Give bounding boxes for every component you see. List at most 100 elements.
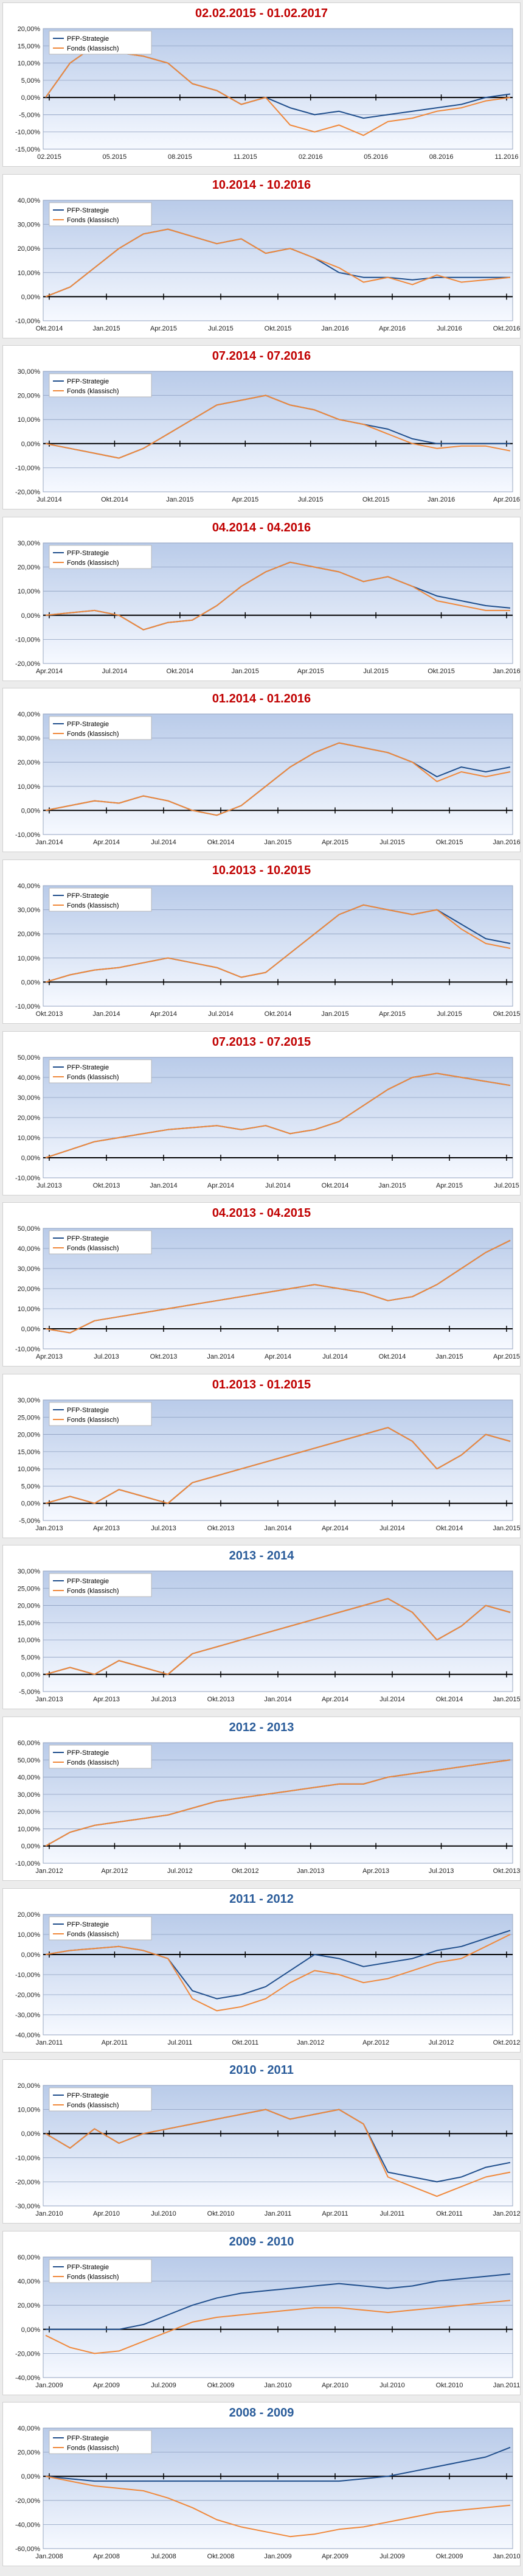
y-tick-label: 20,00%	[18, 1911, 41, 1919]
line-chart: 60,00%40,00%20,00%0,00%-20,00%-40,00%Jan…	[15, 2254, 520, 2389]
legend-label-fund: Fonds (klassisch)	[67, 2445, 119, 2452]
x-tick-label: Jul.2010	[379, 2382, 405, 2389]
legend-box	[49, 1230, 152, 1255]
x-tick-label: Jul.2013	[151, 1696, 176, 1703]
chart-title: 2013 - 2014	[229, 1549, 294, 1563]
x-tick-label: Okt.2013	[93, 1182, 120, 1189]
chart-panel: 04.2014 - 04.2016 30,00% 20,00% 10,00% 0,00%…	[2, 516, 521, 681]
series-line-strategy	[45, 2447, 511, 2482]
y-tick-label: 20,00%	[18, 2302, 41, 2309]
chart-title: 07.2014 - 07.2016	[212, 349, 311, 363]
x-tick-label: Jan.2012	[297, 2039, 324, 2046]
y-tick-label: 60,00%	[18, 2254, 41, 2261]
x-tick-label: Jul.2014	[265, 1182, 291, 1189]
legend-label-strategy: PFP-Strategie	[67, 1407, 109, 1414]
x-tick-label: Okt.2014	[322, 1182, 349, 1189]
x-tick-label: Apr.2016	[379, 325, 406, 332]
y-tick-label: -5,00%	[19, 1517, 40, 1525]
x-tick-label: Apr.2009	[93, 2382, 120, 2389]
x-tick-label: Jan.2016	[428, 496, 455, 503]
y-tick-label: -20,00%	[15, 2350, 40, 2357]
chart-title: 10.2014 - 10.2016	[212, 178, 311, 192]
y-tick-label: 0,00%	[21, 808, 40, 815]
y-tick-label: 20,00%	[18, 1431, 41, 1438]
x-tick-label: Okt.2012	[493, 2039, 520, 2046]
legend-box	[49, 1059, 152, 1083]
chart-panel: 07.2013 - 07.2015 50,00% 40,00% 30,00% 20,00…	[2, 1031, 521, 1195]
legend-label-fund: Fonds (klassisch)	[67, 1931, 119, 1938]
line-chart: 30,00%20,00%10,00%0,00%-10,00%-20,00%Jul…	[15, 368, 520, 503]
y-tick-label: 10,00%	[18, 1466, 41, 1473]
x-tick-label: Apr.2009	[322, 2553, 348, 2560]
chart-panel: 2009 - 2010 60,00% 40,00% 20,00% 0,00% -20,00…	[2, 2230, 521, 2395]
x-tick-label: Okt.2014	[379, 1353, 406, 1360]
x-tick-label: Jul.2015	[363, 668, 389, 675]
legend-box	[49, 887, 152, 912]
x-tick-label: Apr.2013	[36, 1353, 63, 1360]
chart-panel: 10.2013 - 10.2015 40,00% 30,00% 20,00% 10,00…	[2, 859, 521, 1024]
legend-box	[49, 373, 152, 397]
y-tick-label: 20,00%	[18, 1286, 41, 1293]
y-tick-label: 20,00%	[18, 2449, 41, 2457]
x-tick-label: Jan.2012	[493, 2210, 520, 2217]
x-tick-label: Jul.2012	[429, 2039, 454, 2046]
legend-label-fund: Fonds (klassisch)	[67, 2273, 119, 2281]
series-line-fund	[45, 2109, 511, 2197]
x-tick-label: Okt.2013	[493, 1867, 520, 1875]
x-tick-label: Apr.2014	[150, 1010, 177, 1018]
y-tick-label: 50,00%	[18, 1757, 41, 1764]
line-chart: 30,00% 25,00% 20,00% 15,00% 10,00% 5,00% 0,00%…	[18, 1568, 520, 1703]
x-tick-label: Jan.2009	[35, 2382, 63, 2389]
legend-label-strategy: PFP-Strategie	[67, 2092, 109, 2099]
x-tick-label: 08.2015	[168, 153, 192, 161]
chart-panel: 04.2013 - 04.2015 50,00% 40,00% 30,00% 20,00…	[2, 1202, 521, 1367]
chart-panel: 01.2013 - 01.2015 30,00% 25,00% 20,00% 15,00…	[2, 1373, 521, 1538]
x-tick-label: Apr.2013	[93, 1525, 120, 1532]
x-tick-label: Apr.2016	[493, 496, 520, 503]
y-tick-label: 10,00%	[18, 955, 41, 962]
x-tick-label: Jul.2009	[151, 2382, 176, 2389]
x-tick-label: Jan.2015	[92, 325, 120, 332]
y-tick-label: -10,00%	[15, 1972, 40, 1979]
y-tick-label: 15,00%	[18, 43, 41, 50]
x-tick-label: Apr.2014	[36, 668, 63, 675]
legend-label-strategy: PFP-Strategie	[67, 378, 109, 385]
x-tick-label: Apr.2015	[297, 668, 324, 675]
y-tick-label: -15,00%	[15, 146, 40, 153]
legend-label-fund: Fonds (klassisch)	[67, 45, 119, 52]
legend-box	[49, 1573, 152, 1597]
legend-box	[49, 1916, 152, 1941]
x-tick-label: Apr.2008	[93, 2553, 120, 2560]
x-tick-label: Jul.2010	[151, 2210, 176, 2217]
line-chart: 20,00%10,00%0,00%-10,00%-20,00%-30,00%Ja…	[15, 2082, 520, 2217]
y-tick-label: 30,00%	[18, 1265, 41, 1273]
x-tick-label: Jul.2013	[36, 1182, 62, 1189]
chart-title: 01.2014 - 01.2016	[212, 692, 311, 706]
y-tick-label: 20,00%	[18, 564, 41, 571]
y-tick-label: 10,00%	[18, 60, 41, 68]
line-chart: 50,00% 40,00% 30,00% 20,00% 10,00% 0,00% -10,0…	[15, 1054, 519, 1189]
y-tick-label: 20,00%	[18, 2082, 41, 2090]
legend-label-fund: Fonds (klassisch)	[67, 2102, 119, 2109]
x-tick-label: Jan.2011	[36, 2039, 63, 2046]
series-line-fund	[45, 904, 511, 983]
y-tick-label: 0,00%	[21, 1500, 40, 1508]
x-tick-label: Okt.2014	[101, 496, 128, 503]
x-tick-label: Apr.2015	[322, 839, 348, 846]
y-tick-label: 40,00%	[18, 197, 41, 205]
x-tick-label: Jan.2015	[264, 839, 291, 846]
legend-box	[49, 2259, 152, 2283]
x-tick-label: Jul.2014	[151, 839, 176, 846]
y-tick-label: 30,00%	[18, 221, 41, 228]
legend-label-strategy: PFP-Strategie	[67, 35, 109, 43]
x-tick-label: 02.2015	[37, 153, 61, 161]
x-tick-label: Jul.2013	[429, 1867, 454, 1875]
series-line-fund	[45, 394, 511, 459]
chart-panel: 2011 - 2012 20,00% 10,00% 0,00% -10,00% -20,0…	[2, 1888, 521, 2053]
y-tick-label: 20,00%	[18, 245, 41, 253]
chart-panel: 2013 - 2014 30,00% 25,00% 20,00% 15,00% 10,00…	[2, 1545, 521, 1710]
chart-title: 04.2013 - 04.2015	[212, 1206, 311, 1220]
y-tick-label: 30,00%	[18, 1791, 41, 1799]
legend-box	[49, 2087, 152, 2112]
x-tick-label: Jan.2010	[35, 2210, 63, 2217]
